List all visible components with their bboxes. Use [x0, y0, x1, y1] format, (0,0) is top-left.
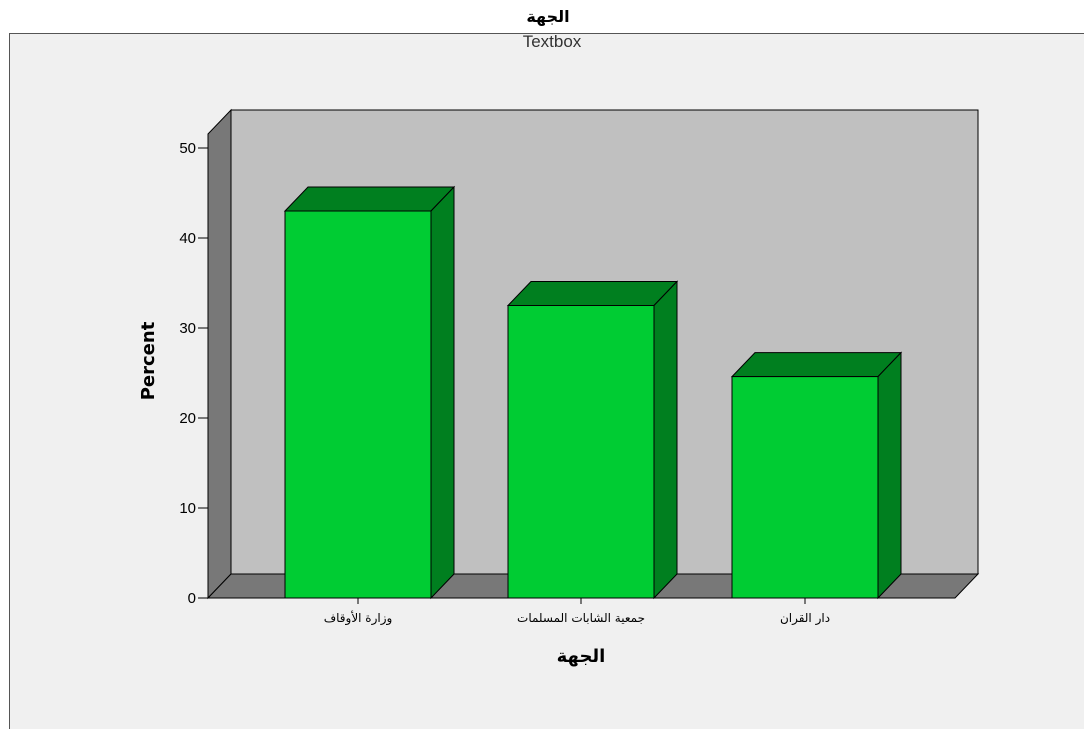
bar: [730, 351, 903, 600]
y-tick-label: 20: [179, 410, 196, 427]
side-wall: [207, 108, 232, 600]
y-axis-title: Percent: [138, 321, 159, 400]
chart-title: الجهة: [526, 7, 569, 26]
bar-front: [731, 376, 879, 599]
y-tick-label: 10: [179, 500, 196, 517]
bar-side: [877, 351, 902, 600]
bar-top: [506, 281, 679, 306]
bar: [283, 185, 456, 600]
bar-side: [653, 280, 678, 600]
x-tick-label: جمعية الشابات المسلمات: [517, 611, 645, 625]
bar-front: [284, 210, 432, 599]
bar-top: [730, 352, 903, 378]
x-tick-label: وزارة الأوقاف: [324, 610, 393, 626]
y-tick-label: 30: [179, 320, 196, 337]
x-axis-title: الجهة: [557, 646, 606, 667]
bar-front: [507, 305, 655, 599]
y-tick-label: 50: [179, 140, 196, 157]
y-tick-label: 40: [179, 230, 196, 247]
bar-top: [283, 186, 456, 212]
x-axis-labels: وزارة الأوقاف جمعية الشابات المسلمات دار ا…: [324, 598, 830, 626]
bars-group: [283, 185, 903, 600]
x-tick-label: دار القران: [780, 611, 830, 626]
chart-subtitle: Textbox: [523, 32, 582, 51]
bar-side: [430, 185, 455, 600]
y-tick-label: 0: [188, 590, 196, 607]
bar: [506, 280, 679, 600]
y-axis: 0 10 20 30 40 50: [179, 140, 208, 607]
